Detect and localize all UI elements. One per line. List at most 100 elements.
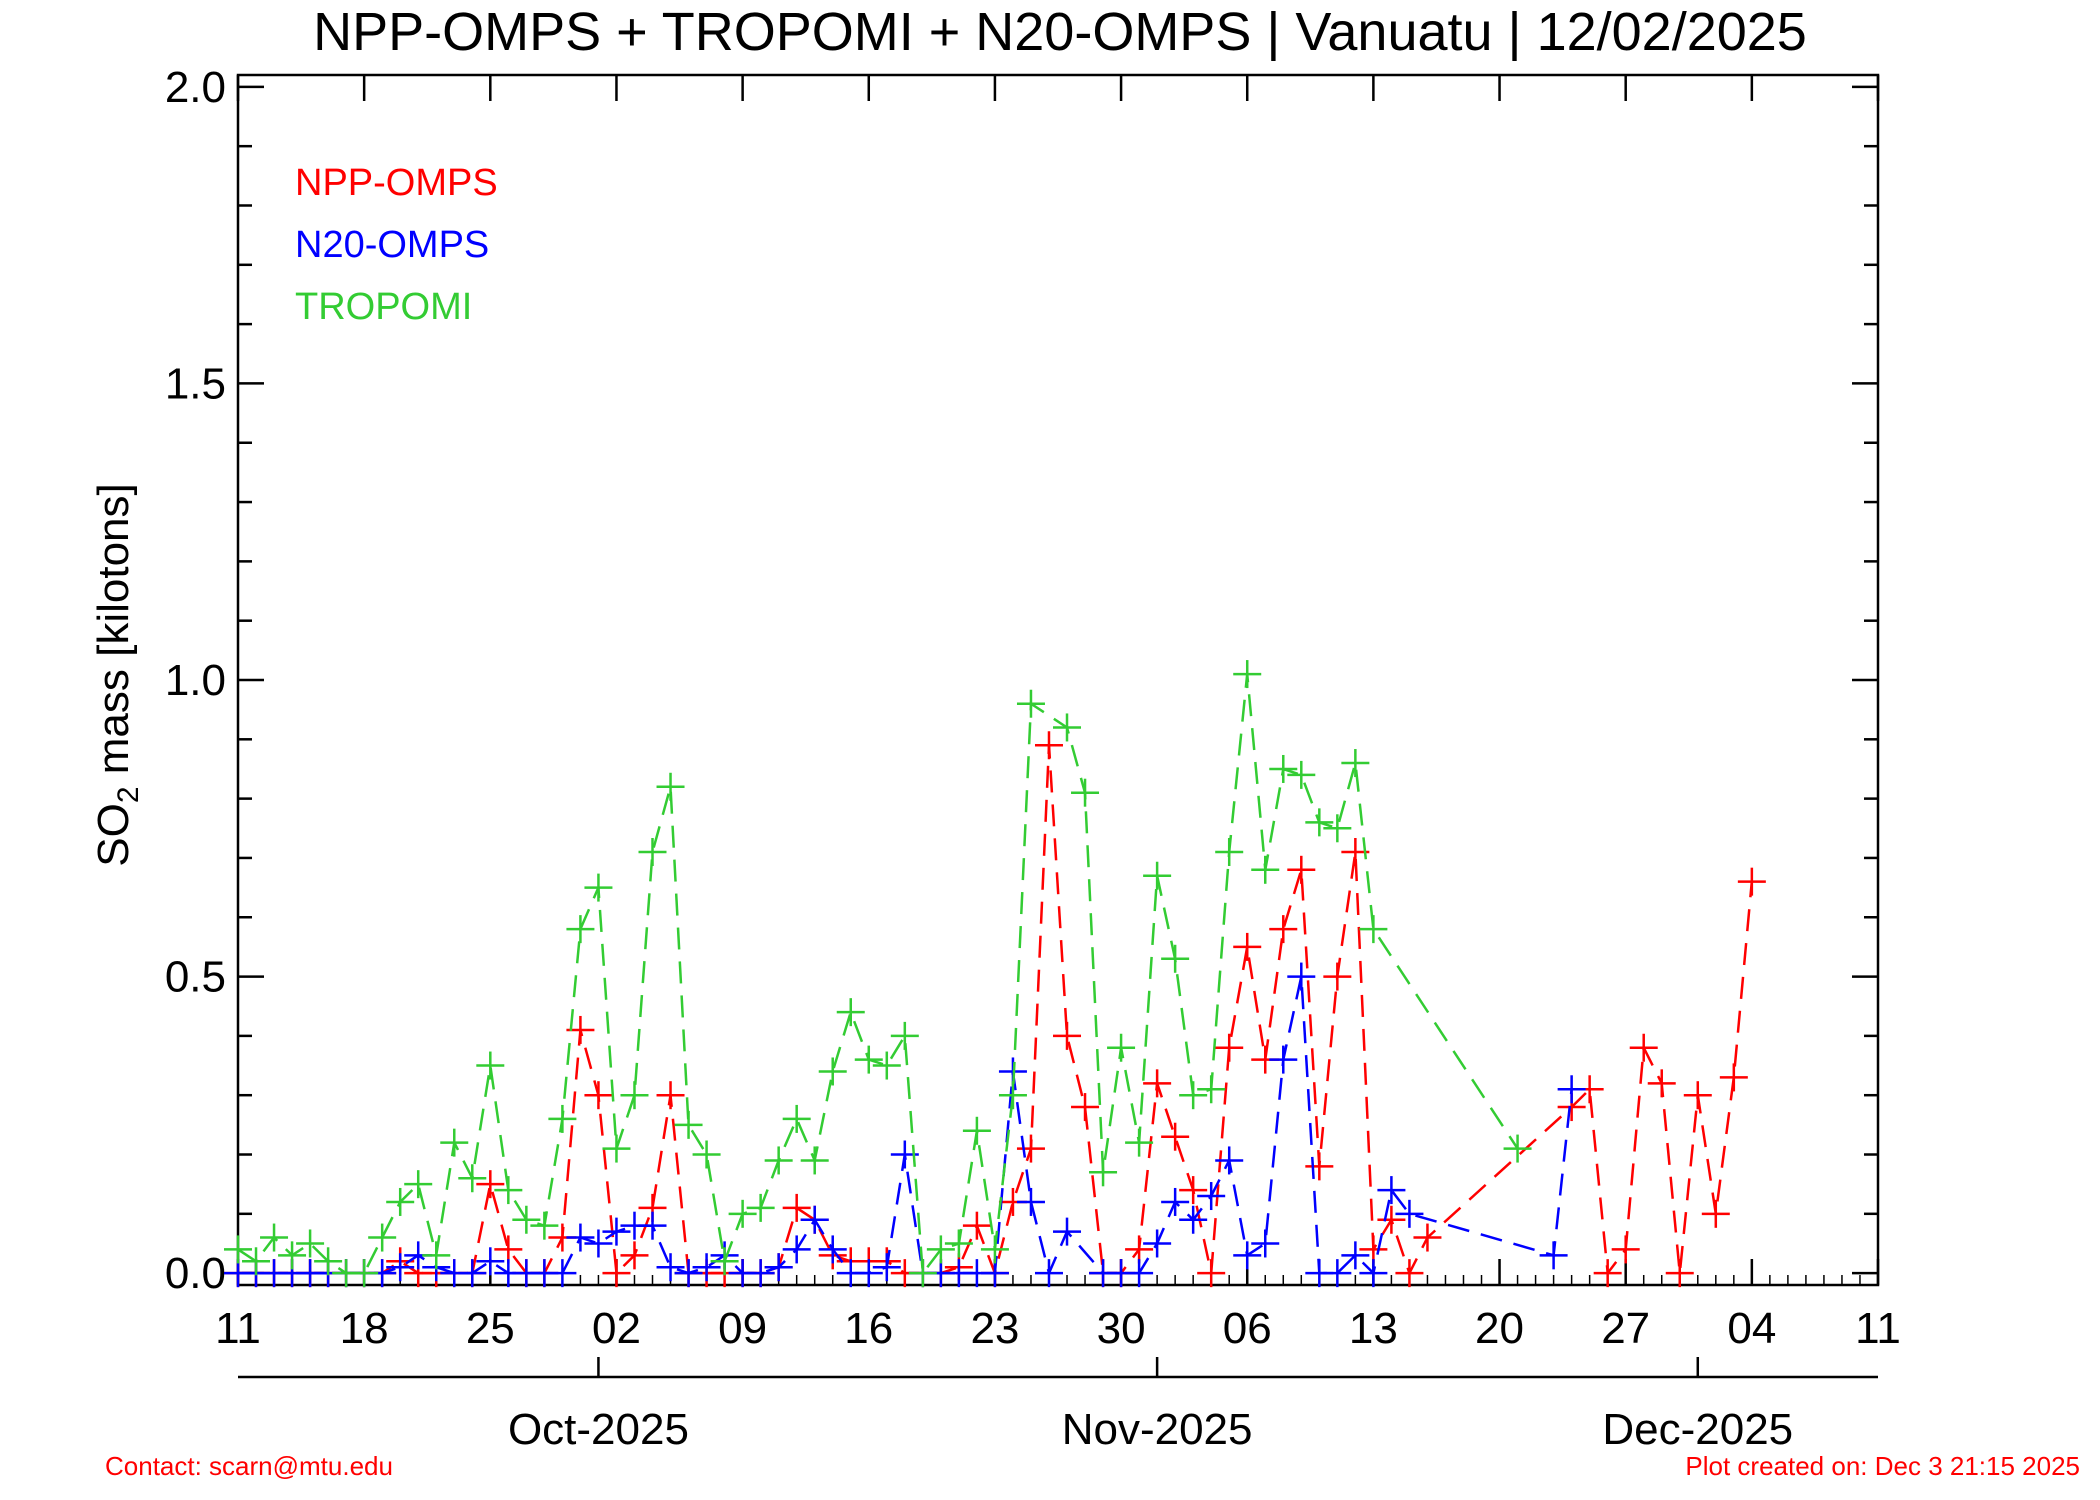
data-point <box>1395 1259 1424 1288</box>
data-point <box>1287 855 1316 884</box>
x-axis: 11 18 25 02 09 16 23 30 06 13 20 27 04 11 <box>215 75 1901 1353</box>
data-point <box>1197 1182 1226 1211</box>
data-point <box>656 1253 685 1282</box>
data-point <box>782 1235 811 1264</box>
x-tick-label: 04 <box>1727 1304 1776 1353</box>
data-point <box>368 1223 397 1252</box>
x-tick-label: 06 <box>1223 1304 1272 1353</box>
data-point <box>584 1081 613 1110</box>
data-point <box>440 1128 469 1157</box>
data-point <box>890 1021 919 1050</box>
data-point <box>764 1146 793 1175</box>
data-point <box>1179 1205 1208 1234</box>
data-point <box>1053 1217 1082 1246</box>
data-point <box>296 1229 325 1258</box>
data-point <box>566 915 595 944</box>
footer-created: Plot created on: Dec 3 21:15 2025 <box>1685 1451 2080 1481</box>
data-point <box>1053 713 1082 742</box>
data-point <box>692 1253 721 1282</box>
x-tick-label: 30 <box>1097 1304 1146 1353</box>
data-point <box>1395 1199 1424 1228</box>
data-point <box>1071 778 1100 807</box>
footer-contact: Contact: scarn@mtu.edu <box>105 1451 393 1481</box>
month-label: Oct-2025 <box>508 1405 689 1454</box>
x-tick-label: 11 <box>215 1304 261 1353</box>
series-line <box>237 673 1519 1277</box>
data-point <box>1611 1235 1640 1264</box>
data-point <box>800 1146 829 1175</box>
data-point <box>1359 1259 1388 1288</box>
data-point <box>458 1259 487 1288</box>
data-point <box>908 1259 937 1288</box>
data-point <box>602 1259 631 1288</box>
data-point <box>476 1247 505 1276</box>
data-point <box>1125 1128 1154 1157</box>
data-point <box>1161 944 1190 973</box>
data-point <box>1143 1069 1172 1098</box>
data-point <box>566 1223 595 1252</box>
data-point <box>386 1253 415 1282</box>
data-point <box>1179 1081 1208 1110</box>
data-point <box>1251 1229 1280 1258</box>
data-point <box>494 1235 523 1264</box>
data-point <box>818 1235 847 1264</box>
y-axis-label-rest: mass [kilotons] <box>89 483 138 786</box>
month-label: Nov-2025 <box>1062 1405 1253 1454</box>
y-tick-label: 1.0 <box>165 656 226 705</box>
data-point <box>854 1259 883 1288</box>
data-point <box>1665 1259 1694 1288</box>
x-tick-label: 25 <box>466 1304 515 1353</box>
data-point <box>728 1199 757 1228</box>
x-tick-label: 23 <box>970 1304 1019 1353</box>
data-point <box>1034 731 1063 760</box>
data-point <box>962 1116 991 1145</box>
data-point <box>314 1247 343 1276</box>
data-point <box>422 1241 451 1270</box>
legend-entry-npp-omps: NPP-OMPS <box>295 162 498 204</box>
data-point <box>782 1193 811 1222</box>
data-point <box>512 1205 541 1234</box>
data-point <box>494 1176 523 1205</box>
data-point <box>1683 1081 1712 1110</box>
y-axis-label: SO2 mass [kilotons] <box>89 483 145 866</box>
x-tick-label: 09 <box>718 1304 767 1353</box>
data-point <box>548 1259 577 1288</box>
series-line <box>238 745 1754 1278</box>
data-point <box>1161 1187 1190 1216</box>
data-point <box>944 1229 973 1258</box>
y-axis-label-main: SO <box>89 803 138 867</box>
data-point <box>1269 1045 1298 1074</box>
data-point <box>1143 1229 1172 1258</box>
data-point <box>656 772 685 801</box>
data-point <box>818 1057 847 1086</box>
data-point <box>1233 660 1262 689</box>
data-point <box>1323 814 1352 843</box>
data-point <box>998 1081 1027 1110</box>
data-point <box>1287 760 1316 789</box>
series-tropomi <box>224 660 1532 1288</box>
data-point <box>1377 1176 1406 1205</box>
data-point <box>1089 1158 1118 1187</box>
x-tick-label: 20 <box>1475 1304 1524 1353</box>
data-point <box>1179 1176 1208 1205</box>
data-point <box>674 1259 703 1288</box>
data-point <box>1359 1235 1388 1264</box>
data-point <box>1359 915 1388 944</box>
x-tick-label: 11 <box>1855 1304 1901 1353</box>
data-point <box>1215 838 1244 867</box>
data-point <box>1034 1259 1063 1288</box>
legend: NPP-OMPS N20-OMPS TROPOMI <box>295 162 498 328</box>
series-line <box>238 976 1573 1277</box>
legend-entry-n20-omps: N20-OMPS <box>295 224 489 266</box>
data-point <box>584 873 613 902</box>
data-point <box>746 1193 775 1222</box>
data-point <box>710 1247 739 1276</box>
data-point <box>1377 1205 1406 1234</box>
data-point <box>1593 1259 1622 1288</box>
data-point <box>1197 1075 1226 1104</box>
data-point <box>386 1187 415 1216</box>
y-axis: 0.0 0.5 1.0 1.5 2.0 <box>165 63 1878 1298</box>
y-tick-label: 0.0 <box>165 1249 226 1298</box>
data-point <box>926 1235 955 1264</box>
